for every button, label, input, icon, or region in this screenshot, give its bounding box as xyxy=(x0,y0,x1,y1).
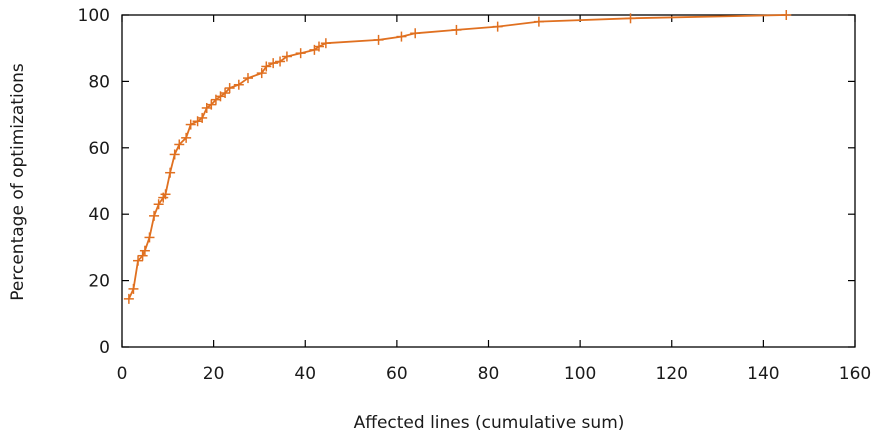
data-point xyxy=(181,132,192,143)
data-point xyxy=(206,99,217,110)
data-point xyxy=(137,250,148,261)
x-tick-label: 0 xyxy=(117,364,128,384)
data-point xyxy=(261,61,272,72)
data-point xyxy=(625,13,636,24)
data-point xyxy=(224,83,235,94)
data-point xyxy=(197,112,208,123)
y-tick-label: 100 xyxy=(78,6,110,26)
data-point xyxy=(233,79,244,90)
data-point xyxy=(133,255,144,266)
data-point xyxy=(451,24,462,35)
data-point xyxy=(165,167,176,178)
x-tick-label: 120 xyxy=(656,364,688,384)
plot-frame xyxy=(121,14,856,348)
x-axis: 0 20 40 60 80 100 120 140 160 xyxy=(117,15,871,384)
data-point xyxy=(281,51,292,62)
data-point xyxy=(410,28,421,39)
y-tick-label: 80 xyxy=(88,72,110,92)
series-layer xyxy=(123,10,792,304)
data-point xyxy=(123,293,134,304)
data-point xyxy=(185,119,196,130)
data-point xyxy=(256,68,267,79)
x-tick-label: 40 xyxy=(294,364,316,384)
data-point xyxy=(242,73,253,84)
data-point xyxy=(144,232,155,243)
x-axis-label: Affected lines (cumulative sum) xyxy=(354,413,625,433)
data-point xyxy=(781,10,792,20)
y-tick-label: 40 xyxy=(88,205,110,225)
y-axis: 0 20 40 60 80 100 xyxy=(78,6,855,358)
plot-area xyxy=(121,14,856,348)
data-point xyxy=(174,139,185,150)
data-point xyxy=(533,16,544,27)
x-tick-label: 160 xyxy=(839,364,871,384)
x-tick-label: 100 xyxy=(564,364,596,384)
data-point xyxy=(139,245,150,256)
x-tick-label: 20 xyxy=(203,364,225,384)
data-point xyxy=(492,21,503,32)
data-point xyxy=(160,189,171,200)
y-tick-label: 20 xyxy=(88,272,110,292)
y-tick-label: 0 xyxy=(99,338,110,358)
series-line xyxy=(128,14,787,300)
data-point xyxy=(275,56,286,67)
data-point xyxy=(295,48,306,59)
data-point xyxy=(313,41,324,52)
data-point xyxy=(169,149,180,160)
x-tick-label: 140 xyxy=(747,364,779,384)
data-point xyxy=(153,199,164,210)
x-tick-label: 60 xyxy=(386,364,408,384)
data-point xyxy=(220,88,231,99)
x-tick-label: 80 xyxy=(478,364,500,384)
data-point xyxy=(373,34,384,45)
y-tick-label: 60 xyxy=(88,139,110,159)
data-point xyxy=(128,283,139,294)
data-point xyxy=(396,31,407,42)
data-point xyxy=(268,58,279,69)
y-axis-label: Percentage of optimizations xyxy=(8,63,28,301)
data-point xyxy=(149,210,160,221)
data-point xyxy=(320,38,331,49)
